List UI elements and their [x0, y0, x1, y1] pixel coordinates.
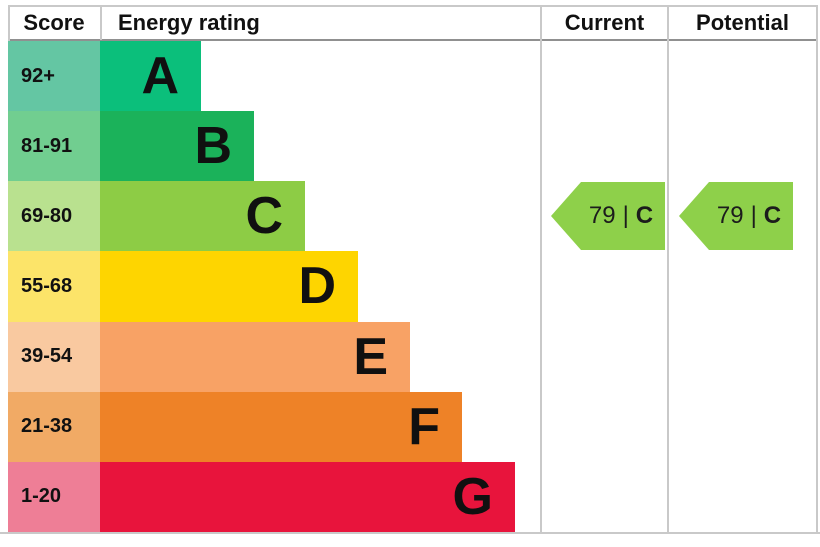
- current-column-header: Current: [564, 10, 645, 35]
- table-bottom-border: [0, 532, 820, 534]
- current-column-divider: [540, 5, 542, 534]
- band-row-e: 39-54 E: [8, 321, 538, 392]
- score-column-divider: [100, 5, 102, 40]
- rating-bar-f: F: [100, 391, 462, 462]
- current-score-value: 79: [588, 202, 616, 229]
- band-row-g: 1-20 G: [8, 461, 538, 532]
- rating-letter: F: [408, 397, 440, 456]
- rating-bar-c: C: [100, 181, 305, 252]
- current-rating-arrow: 79 | C: [551, 182, 665, 250]
- score-range: 92+: [8, 41, 100, 112]
- rating-bar-a: A: [100, 41, 201, 112]
- band-row-c: 69-80 C: [8, 181, 538, 252]
- score-range: 81-91: [8, 111, 100, 182]
- score-range: 69-80: [8, 181, 100, 252]
- potential-rating-label: 79 | C: [705, 182, 793, 250]
- rating-letter: D: [298, 257, 336, 316]
- potential-column-divider: [667, 5, 669, 534]
- rating-bar-b: B: [100, 111, 254, 182]
- separator: |: [622, 202, 629, 229]
- current-band-letter: C: [635, 202, 654, 229]
- rating-bar-e: E: [100, 321, 410, 392]
- score-range: 39-54: [8, 321, 100, 392]
- table-right-border: [816, 5, 818, 534]
- left-arrow-shape: [551, 182, 665, 250]
- table-top-border: [8, 5, 818, 7]
- band-row-f: 21-38 F: [8, 391, 538, 462]
- potential-band-letter: C: [763, 202, 782, 229]
- potential-column-header: Potential: [696, 10, 789, 35]
- rating-letter: G: [452, 467, 493, 526]
- score-range: 1-20: [8, 461, 100, 532]
- potential-score-value: 79: [716, 202, 744, 229]
- potential-rating-arrow: 79 | C: [679, 182, 793, 250]
- rating-letter: B: [194, 117, 232, 176]
- left-arrow-shape: [679, 182, 793, 250]
- current-rating-label: 79 | C: [577, 182, 665, 250]
- rating-letter: E: [353, 327, 388, 386]
- header-bottom-border: [8, 39, 818, 41]
- rating-letter: A: [141, 47, 179, 106]
- score-range: 21-38: [8, 391, 100, 462]
- rating-bands: 92+ A 81-91 B 69-80 C 55-68 D 39-54 E 21…: [8, 41, 538, 532]
- band-row-a: 92+ A: [8, 41, 538, 112]
- score-range: 55-68: [8, 251, 100, 322]
- band-row-b: 81-91 B: [8, 111, 538, 182]
- rating-letter: C: [245, 187, 283, 246]
- score-column-header: Score: [23, 10, 85, 35]
- band-row-d: 55-68 D: [8, 251, 538, 322]
- rating-bar-g: G: [100, 461, 515, 532]
- separator: |: [750, 202, 757, 229]
- energy-rating-column-header: Energy rating: [118, 10, 260, 35]
- rating-bar-d: D: [100, 251, 358, 322]
